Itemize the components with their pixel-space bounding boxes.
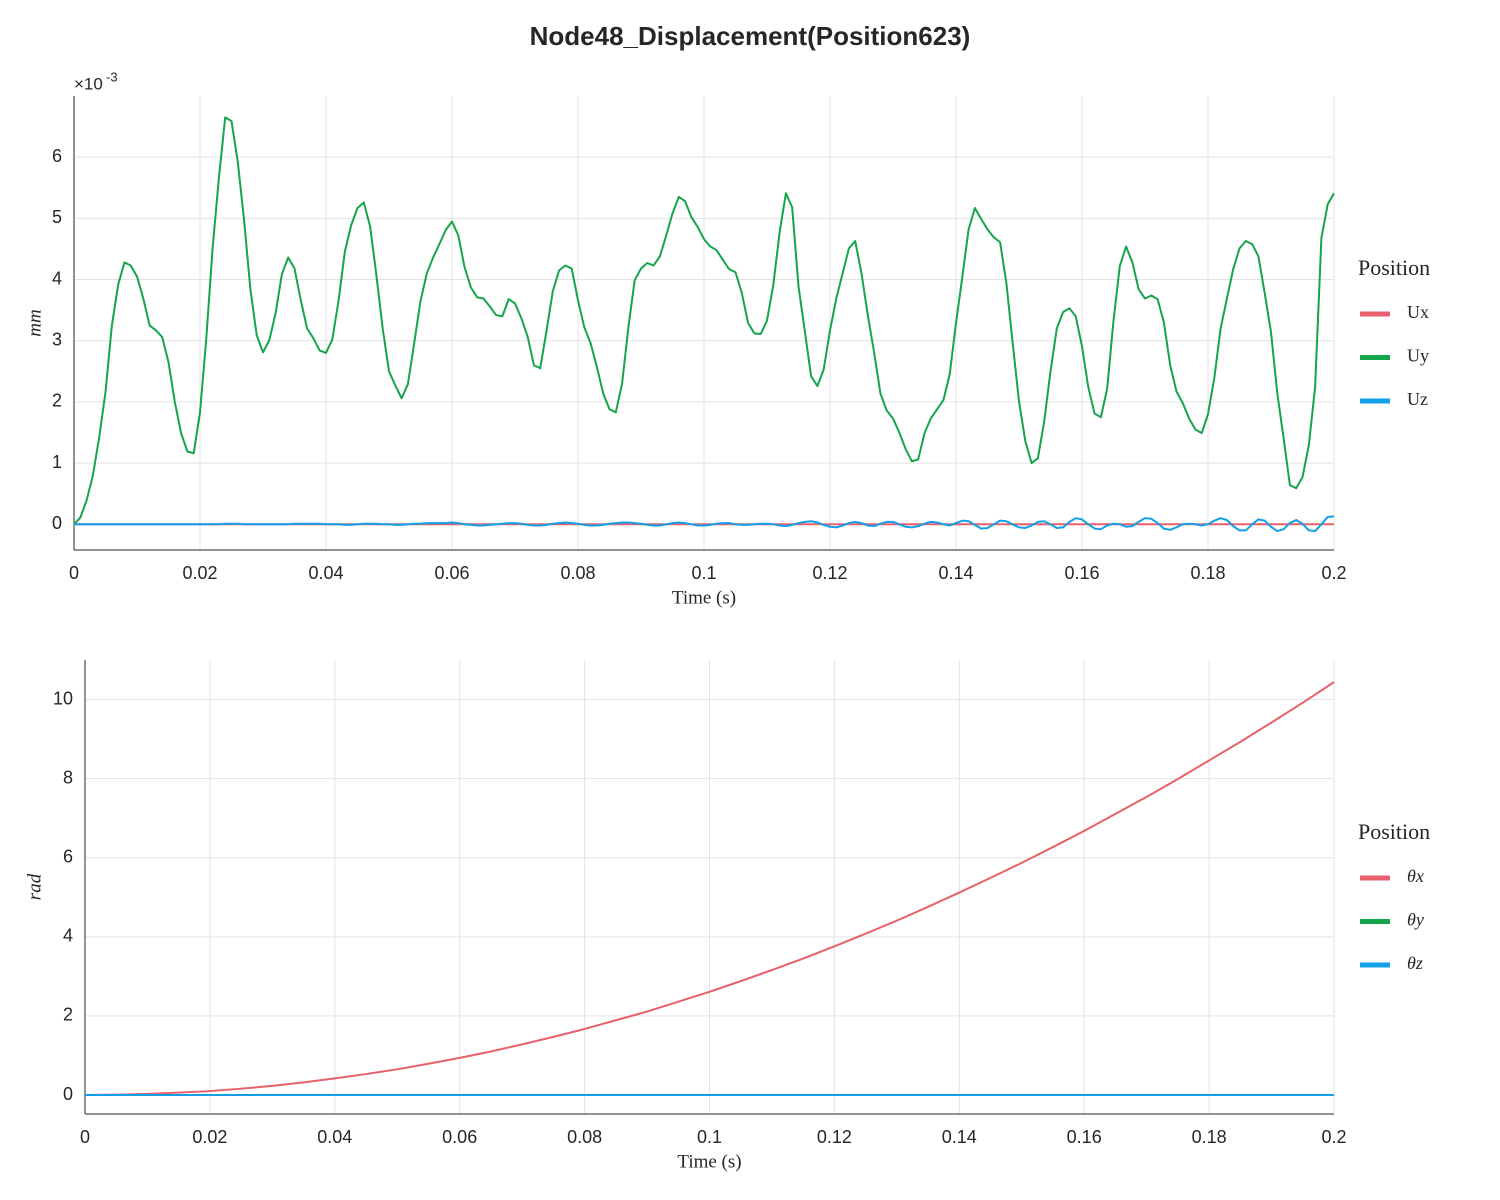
y-tick-label: 3 <box>52 329 62 349</box>
y-tick-label: 4 <box>63 926 73 946</box>
y-axis-label: rad <box>24 873 45 900</box>
y-tick-label: 10 <box>53 688 73 708</box>
exponent-base: ×10 <box>74 74 103 93</box>
x-tick-label: 0.08 <box>560 563 595 583</box>
y-tick-label: 8 <box>63 767 73 787</box>
x-tick-label: 0.18 <box>1190 563 1225 583</box>
y-tick-label: 0 <box>52 513 62 533</box>
y-tick-label: 2 <box>52 391 62 411</box>
x-tick-label: 0.16 <box>1067 1127 1102 1147</box>
legend-label: Ux <box>1407 302 1429 322</box>
figure-title: Node48_Displacement(Position623) <box>530 21 971 51</box>
x-tick-label: 0.14 <box>938 563 973 583</box>
x-tick-label: 0.12 <box>812 563 847 583</box>
x-tick-label: 0.04 <box>317 1127 352 1147</box>
y-tick-label: 0 <box>63 1084 73 1104</box>
x-tick-label: 0.1 <box>697 1127 722 1147</box>
x-tick-label: 0.06 <box>434 563 469 583</box>
exponent-power: -3 <box>106 69 118 84</box>
legend-title: Position <box>1358 819 1430 844</box>
y-tick-label: 6 <box>52 146 62 166</box>
x-tick-label: 0.06 <box>442 1127 477 1147</box>
y-tick-label: 1 <box>52 452 62 472</box>
y-tick-label: 5 <box>52 207 62 227</box>
x-tick-label: 0.02 <box>192 1127 227 1147</box>
legend-title: Position <box>1358 255 1430 280</box>
x-tick-label: 0.18 <box>1192 1127 1227 1147</box>
x-tick-label: 0.04 <box>308 563 343 583</box>
x-axis-label: Time (s) <box>677 1151 741 1172</box>
legend-label: θy <box>1407 910 1424 930</box>
x-axis-label: Time (s) <box>672 587 736 608</box>
x-tick-label: 0.16 <box>1064 563 1099 583</box>
x-tick-label: 0.2 <box>1321 563 1346 583</box>
legend-label: θx <box>1407 866 1424 886</box>
data-line <box>74 515 1335 533</box>
y-tick-label: 6 <box>63 846 73 866</box>
x-tick-label: 0.14 <box>942 1127 977 1147</box>
x-tick-label: 0.08 <box>567 1127 602 1147</box>
x-tick-label: 0.1 <box>691 563 716 583</box>
data-line <box>73 116 1335 525</box>
x-tick-label: 0.02 <box>182 563 217 583</box>
y-axis-label: mm <box>24 309 45 336</box>
legend-label: θz <box>1407 953 1423 973</box>
x-tick-label: 0 <box>69 563 79 583</box>
legend-label: Uy <box>1407 346 1429 366</box>
x-tick-label: 0.2 <box>1321 1127 1346 1147</box>
y-tick-label: 4 <box>52 268 62 288</box>
y-tick-label: 2 <box>63 1005 73 1025</box>
legend-label: Uz <box>1407 389 1428 409</box>
x-tick-label: 0.12 <box>817 1127 852 1147</box>
data-line <box>84 681 1335 1097</box>
x-tick-label: 0 <box>80 1127 90 1147</box>
